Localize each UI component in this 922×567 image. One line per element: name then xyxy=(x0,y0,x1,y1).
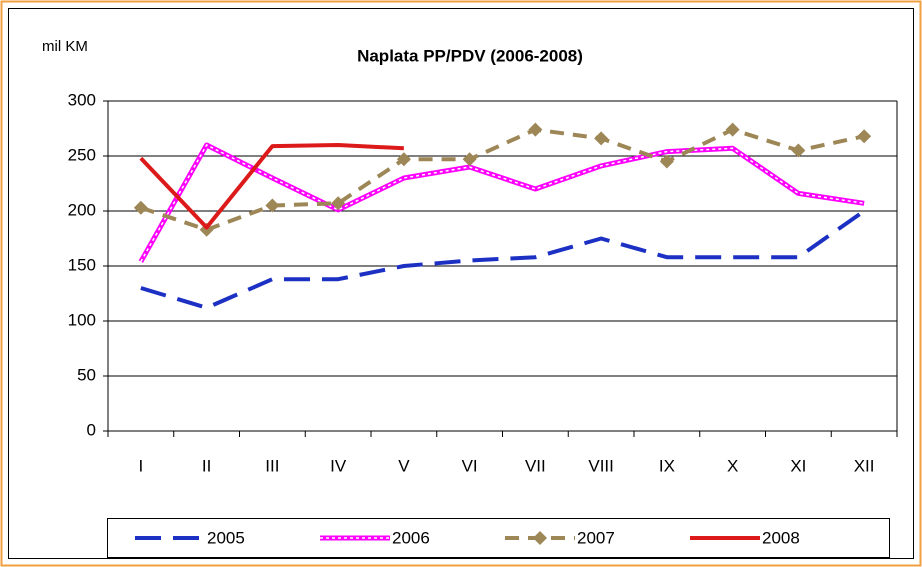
point xyxy=(462,152,477,167)
legend-label: 2006 xyxy=(392,528,430,547)
x-tick-label: VIII xyxy=(588,456,614,475)
point xyxy=(857,129,872,144)
legend-label: 2007 xyxy=(577,528,615,547)
y-tick-label: 250 xyxy=(68,145,96,164)
y-tick-label: 100 xyxy=(68,310,96,329)
y-tick-label: 150 xyxy=(68,255,96,274)
point xyxy=(265,198,280,213)
x-tick-label: XII xyxy=(854,456,875,475)
point xyxy=(791,143,806,158)
point xyxy=(133,200,148,215)
series-line xyxy=(140,127,865,232)
y-tick-label: 200 xyxy=(68,200,96,219)
y-axis-label: mil KM xyxy=(42,38,88,55)
x-tick-label: I xyxy=(139,456,144,475)
x-tick-label: II xyxy=(202,456,211,475)
x-tick-label: IV xyxy=(330,456,347,475)
point xyxy=(396,152,411,167)
series-line xyxy=(139,143,404,230)
chart-title: Naplata PP/PDV (2006-2008) xyxy=(357,46,583,65)
chart-frame xyxy=(8,8,914,559)
x-tick-label: VII xyxy=(525,456,546,475)
legend-marker xyxy=(533,531,547,545)
series-line xyxy=(138,142,865,263)
x-tick-label: XI xyxy=(790,456,806,475)
x-tick-label: V xyxy=(398,456,410,475)
y-tick-label: 300 xyxy=(68,90,96,109)
legend-label: 2005 xyxy=(207,528,245,547)
legend-label: 2008 xyxy=(762,528,800,547)
point xyxy=(528,122,543,137)
y-tick-label: 0 xyxy=(87,420,96,439)
x-tick-label: X xyxy=(727,456,738,475)
point xyxy=(594,131,609,146)
point xyxy=(331,196,346,211)
point xyxy=(725,122,740,137)
y-tick-label: 50 xyxy=(77,365,96,384)
x-tick-label: III xyxy=(265,456,279,475)
series-line xyxy=(140,209,866,310)
point xyxy=(659,154,674,169)
x-tick-label: VI xyxy=(462,456,478,475)
x-tick-label: IX xyxy=(659,456,675,475)
